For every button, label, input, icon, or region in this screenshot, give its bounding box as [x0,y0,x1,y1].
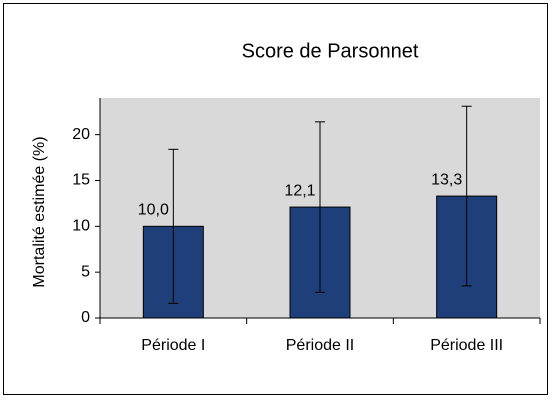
chart-title: Score de Parsonnet [242,40,419,62]
y-tick-label: 0 [81,309,90,326]
x-tick-label: Période I [141,337,205,354]
y-tick-label: 10 [72,218,90,235]
error-bar [461,105,472,287]
data-label: 10,0 [138,202,169,219]
y-tick-label: 15 [72,172,90,189]
error-bar [168,148,179,304]
x-tick-label: Période III [430,337,503,354]
data-label: 13,3 [431,171,462,188]
error-bar [315,121,325,293]
y-tick-label: 5 [81,263,90,280]
y-axis-label: Mortalité estimée (%) [31,136,48,287]
x-tick-label: Période II [286,337,354,354]
y-tick-label: 20 [72,126,90,143]
data-label: 12,1 [284,182,315,199]
